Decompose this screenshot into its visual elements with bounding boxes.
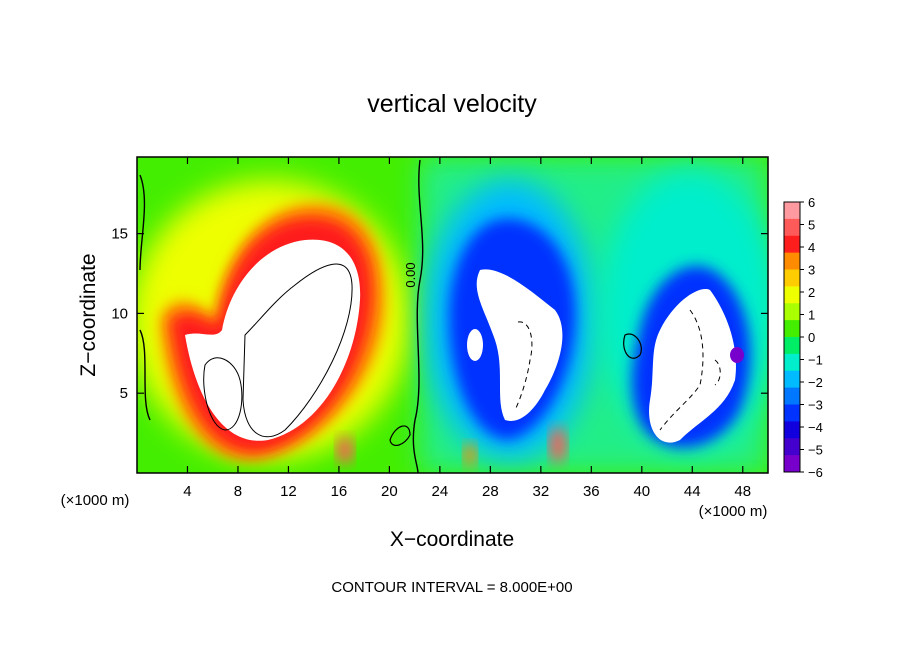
colorbar-tick-label: −3 (808, 398, 823, 413)
colorbar-swatch (784, 337, 800, 355)
x-tick-label: 44 (684, 483, 701, 500)
colorbar-tick-label: 2 (808, 285, 815, 300)
colorbar-swatch (784, 387, 800, 405)
colorbar-swatch (784, 218, 800, 237)
x-tick-label: 12 (280, 483, 297, 500)
updraft-region (137, 180, 410, 464)
y-tick-label: 15 (111, 226, 128, 243)
y-axis: 5 10 15 (111, 226, 768, 402)
y-tick-label: 10 (111, 305, 128, 322)
colorbar-swatch (784, 286, 800, 304)
colorbar-tick-label: −4 (808, 420, 823, 435)
x-tick-label: 4 (183, 483, 191, 500)
colorbar-swatch (784, 370, 800, 389)
colorbar-swatch (784, 202, 800, 220)
x-unit-label-left: (×1000 m) (61, 492, 130, 509)
x-tick-label: 48 (734, 483, 751, 500)
colorbar-swatch (784, 269, 800, 287)
x-tick-label: 32 (532, 483, 549, 500)
x-tick-label: 28 (482, 483, 499, 500)
colorbar-tick-label: 3 (808, 263, 815, 278)
x-tick-label: 16 (331, 483, 348, 500)
field: 0.00 (137, 157, 768, 473)
colorbar-tick-label: −5 (808, 443, 823, 458)
y-tick-label: 5 (120, 385, 128, 402)
colorbar-tick-label: −2 (808, 375, 823, 390)
contour-interval-note: CONTOUR INTERVAL = 8.000E+00 (331, 579, 572, 596)
chart-title: vertical velocity (367, 90, 537, 118)
colorbar: 6 5 4 3 2 1 0 −1 −2 −3 −4 −5 −6 (783, 195, 823, 480)
x-tick-label: 20 (381, 483, 398, 500)
small-contour (623, 333, 642, 359)
colorbar-tick-label: 0 (808, 330, 815, 345)
colorbar-swatch (784, 404, 800, 422)
x-tick-label: 24 (432, 483, 449, 500)
colorbar-tick-label: 4 (808, 240, 815, 255)
downdraft-region-2 (600, 170, 768, 450)
colorbar-swatch (784, 438, 800, 456)
colorbar-tick-label: 6 (808, 195, 815, 210)
colorbar-swatch (784, 421, 800, 439)
downdraft-region-1 (425, 180, 595, 467)
y-axis-title: Z−coordinate (77, 253, 100, 376)
x-tick-label: 36 (583, 483, 600, 500)
contour-label: 0.00 (403, 262, 418, 287)
x-axis: 4 8 12 16 20 24 28 32 36 40 44 48 (183, 157, 751, 500)
colorbar-swatch (784, 235, 800, 254)
x-axis-title: X−coordinate (390, 528, 514, 551)
plot-frame (136, 156, 769, 474)
colorbar-tick-label: −1 (808, 353, 823, 368)
small-contour-2 (389, 425, 411, 447)
colorbar-swatch (784, 455, 800, 473)
x-tick-label: 40 (633, 483, 650, 500)
colorbar-swatch (784, 320, 800, 338)
x-tick-label: 8 (234, 483, 242, 500)
left-contour (139, 174, 151, 421)
colorbar-tick-label: −6 (808, 465, 823, 480)
colorbar-tick-label: 1 (808, 308, 815, 323)
colorbar-swatch (784, 353, 800, 372)
colorbar-tick-label: 5 (808, 218, 815, 233)
x-unit-label-right: (×1000 m) (699, 503, 768, 520)
colorbar-swatch (784, 303, 800, 321)
colorbar-swatch (784, 252, 800, 270)
zero-contour (412, 159, 424, 473)
